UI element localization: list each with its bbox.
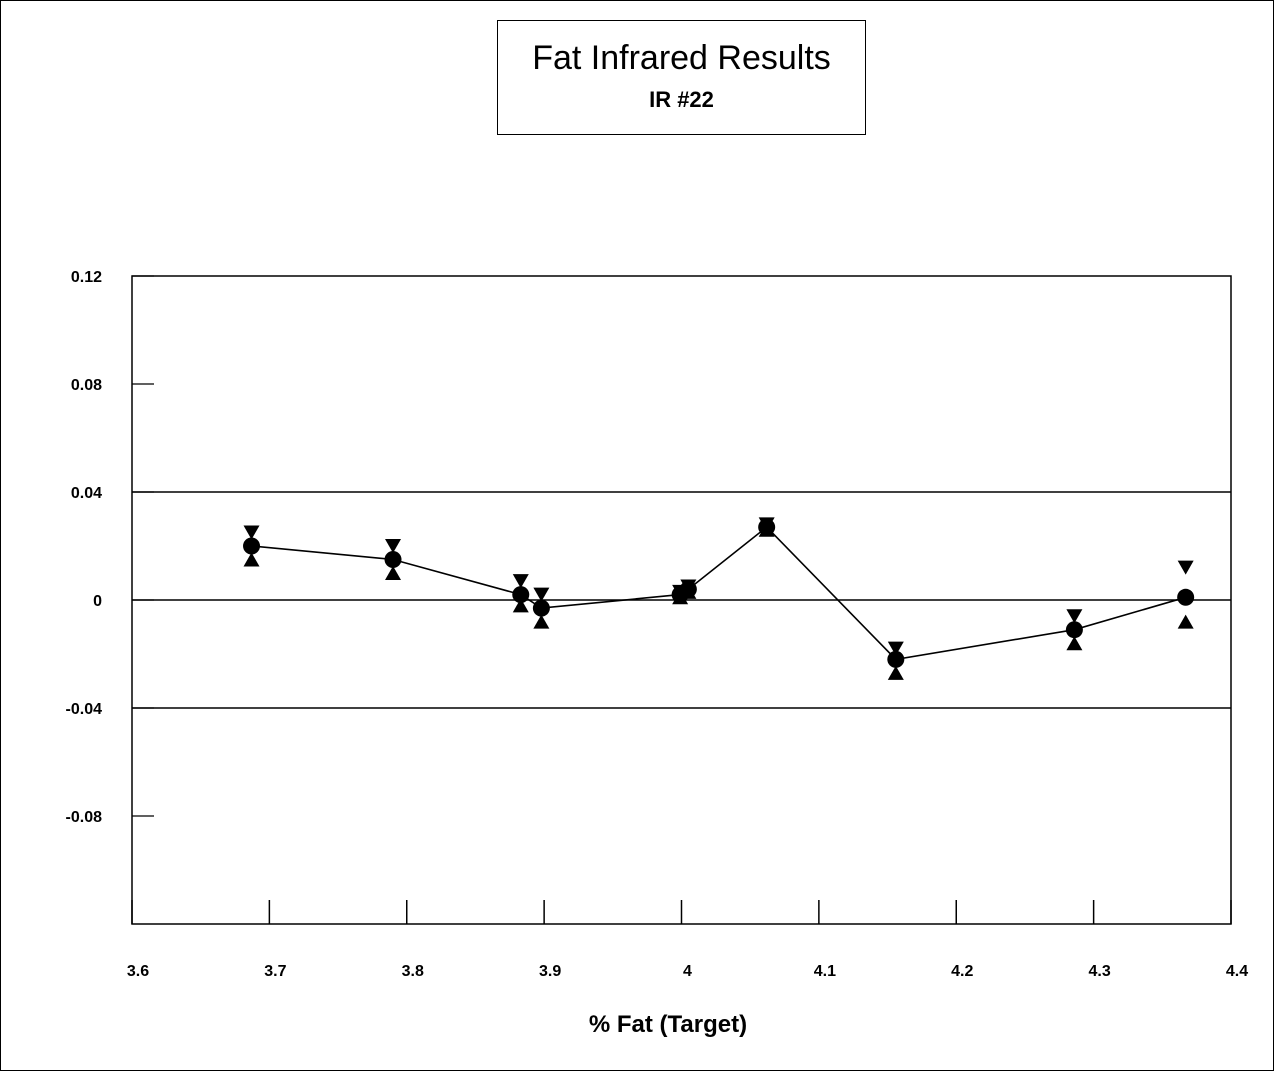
data-point-mean [1177,588,1195,606]
data-point-mean [532,599,550,617]
x-tick-label: 4.4 [1226,963,1248,980]
y-tick-label: 0.12 [71,269,102,286]
chart-title: Fat Infrared Results [532,39,831,77]
data-point-mean [243,537,261,555]
x-tick-label: 3.7 [264,963,286,980]
data-point-upper [385,539,402,553]
y-tick-label: 0.04 [71,485,102,502]
x-tick-label: 4 [683,963,692,980]
data-point-mean [1065,621,1083,639]
data-point-mean [512,586,530,604]
data-point-lower [680,584,697,599]
x-tick-label: 3.6 [127,963,149,980]
data-point-lower [385,566,402,580]
data-point-mean [384,551,402,568]
chart-subtitle: IR #22 [649,87,714,112]
data-point-lower [758,522,775,537]
data-point-lower [533,614,550,629]
data-point-lower [1177,614,1194,629]
data-point-upper [1177,560,1194,575]
x-tick-label: 3.8 [402,963,424,980]
x-tick-label: 4.2 [951,963,973,980]
chart-title-box: Fat Infrared Results IR #22 [497,20,866,135]
data-point-lower [243,552,260,567]
data-point-lower [1066,636,1083,651]
data-point-lower [512,598,529,613]
y-tick-label: 0.08 [71,377,102,394]
data-point-mean [887,650,905,668]
y-tick-label: -0.04 [66,701,103,718]
data-point-upper [533,587,550,602]
data-point-upper [1066,609,1083,624]
x-tick-label: 4.3 [1089,963,1111,980]
data-point-upper [887,641,904,656]
data-point-upper [512,574,529,589]
x-axis-title: % Fat (Target) [589,1011,747,1038]
y-tick-label: 0 [93,593,102,610]
x-tick-label: 4.1 [814,963,836,980]
data-point-lower [887,665,904,680]
x-tick-label: 3.9 [539,963,561,980]
y-tick-label: -0.08 [66,809,103,826]
data-point-upper [243,525,260,540]
data-point-lower [672,590,689,605]
